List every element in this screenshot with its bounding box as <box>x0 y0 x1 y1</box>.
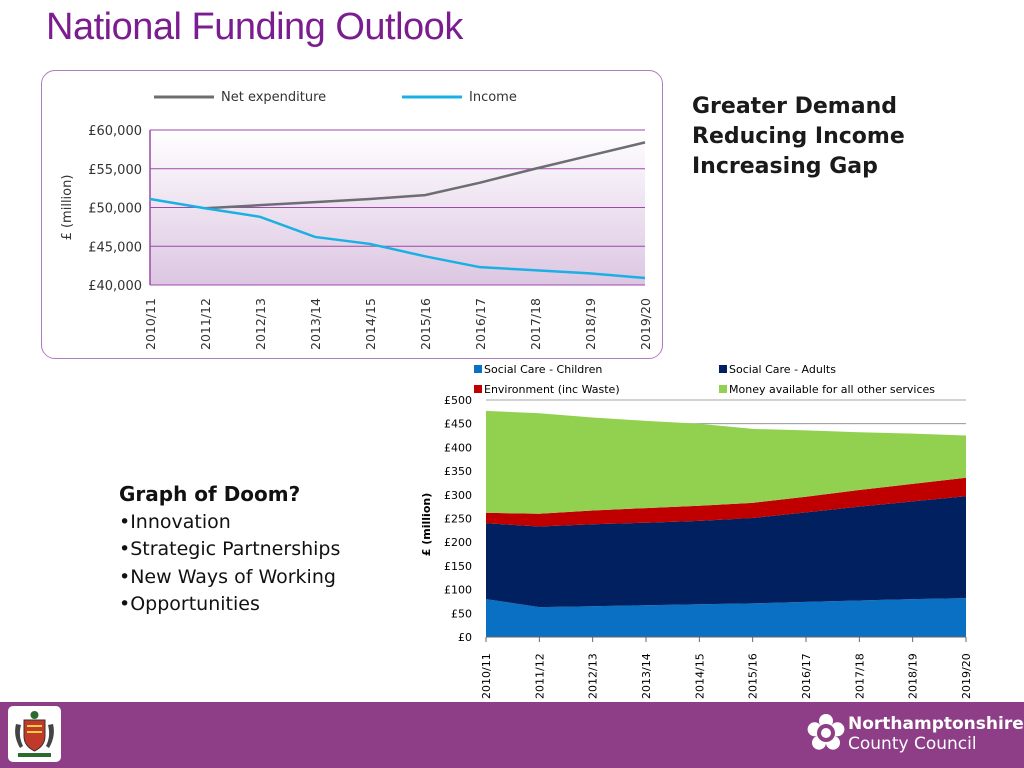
key-point: Greater Demand <box>692 94 897 119</box>
y-tick-label: £450 <box>444 418 472 431</box>
y-tick-label: £60,000 <box>88 124 142 139</box>
y-tick-label: £0 <box>458 631 472 644</box>
area-series-2 <box>486 477 966 527</box>
x-tick-label: 2018/19 <box>583 298 598 350</box>
graph-of-doom-text: Graph of Doom? •Innovation •Strategic Pa… <box>119 481 340 619</box>
expenditure-income-chart: £40,000 £45,000 £50,000 £55,000 £60,000 2010/… <box>60 90 653 350</box>
footer-bar <box>0 702 1024 768</box>
area-series-3 <box>486 410 966 514</box>
y-tick-label: £400 <box>444 441 472 454</box>
x-tick-label: 2012/13 <box>587 653 600 699</box>
council-name-line1: Northamptonshire <box>848 714 1024 734</box>
y-axis-label: £ (million) <box>60 175 75 241</box>
y-tick-label: £500 <box>444 394 472 407</box>
x-tick-label: 2010/11 <box>143 298 158 350</box>
x-tick-label: 2012/13 <box>253 298 268 350</box>
doom-heading: Graph of Doom? <box>119 482 301 506</box>
y-tick-label: £350 <box>444 465 472 478</box>
x-tick-label: 2018/19 <box>907 653 920 699</box>
rose-logo-icon <box>807 714 845 750</box>
x-tick-label: 2011/12 <box>533 653 546 699</box>
key-point: Reducing Income <box>692 124 905 149</box>
council-name: Northamptonshire County Council <box>848 714 1024 754</box>
x-tick-label: 2017/18 <box>528 298 543 350</box>
legend-swatch <box>474 385 482 393</box>
legend-swatch <box>719 385 727 393</box>
y-tick-label: £50,000 <box>88 202 142 217</box>
x-tick-label: 2016/17 <box>473 298 488 350</box>
legend-label: Social Care - Children <box>484 363 602 376</box>
x-tick-label: 2015/16 <box>418 298 433 350</box>
x-tick-label: 2011/12 <box>198 298 213 350</box>
legend-label: Income <box>469 90 517 105</box>
y-tick-label: £250 <box>444 513 472 526</box>
x-tick-label: 2013/14 <box>640 653 653 699</box>
area-series-0 <box>486 598 966 637</box>
y-axis-label: £ (million) <box>420 493 433 556</box>
y-tick-label: £200 <box>444 536 472 549</box>
x-tick-label: 2019/20 <box>638 298 653 350</box>
legend-swatch <box>474 365 482 373</box>
x-tick-label: 2016/17 <box>800 653 813 699</box>
key-points: Greater Demand Reducing Income Increasin… <box>692 92 905 182</box>
x-tick-label: 2014/15 <box>363 298 378 350</box>
y-tick-label: £150 <box>444 560 472 573</box>
doom-bullet: •Opportunities <box>119 593 260 615</box>
series-line-1 <box>149 197 646 280</box>
council-name-line2: County Council <box>848 734 977 754</box>
doom-bullet: •Strategic Partnerships <box>119 538 341 560</box>
stacked-area-chart: £0 £50 £100 £150 £200 £250 £300 £350 £400 £450 £50… <box>420 363 973 699</box>
y-tick-label: £40,000 <box>88 279 142 294</box>
x-tick-label: 2017/18 <box>853 653 866 699</box>
legend-label: Net expenditure <box>221 90 326 105</box>
x-tick-label: 2013/14 <box>308 298 323 350</box>
x-tick-label: 2019/20 <box>960 653 973 699</box>
legend-label: Social Care - Adults <box>729 363 836 376</box>
coat-of-arms-icon <box>8 706 61 762</box>
x-tick-label: 2015/16 <box>747 653 760 699</box>
legend-label: Money available for all other services <box>729 383 935 396</box>
series-line-0 <box>204 141 646 210</box>
page-title: National Funding Outlook <box>46 6 463 48</box>
legend-swatch <box>719 365 727 373</box>
x-tick-label: 2014/15 <box>693 653 706 699</box>
key-point: Increasing Gap <box>692 154 878 179</box>
y-tick-label: £50 <box>451 607 472 620</box>
y-tick-label: £55,000 <box>88 163 142 178</box>
expenditure-income-chart-frame: £40,000 £45,000 £50,000 £55,000 £60,000 2010/… <box>41 70 663 359</box>
legend-label: Environment (inc Waste) <box>484 383 620 396</box>
y-tick-label: £100 <box>444 584 472 597</box>
x-tick-label: 2010/11 <box>480 653 493 699</box>
doom-bullet: •New Ways of Working <box>119 565 336 588</box>
area-series-1 <box>486 496 966 608</box>
y-tick-label: £45,000 <box>88 240 142 255</box>
doom-bullet: •Innovation <box>119 510 231 533</box>
y-tick-label: £300 <box>444 489 472 502</box>
